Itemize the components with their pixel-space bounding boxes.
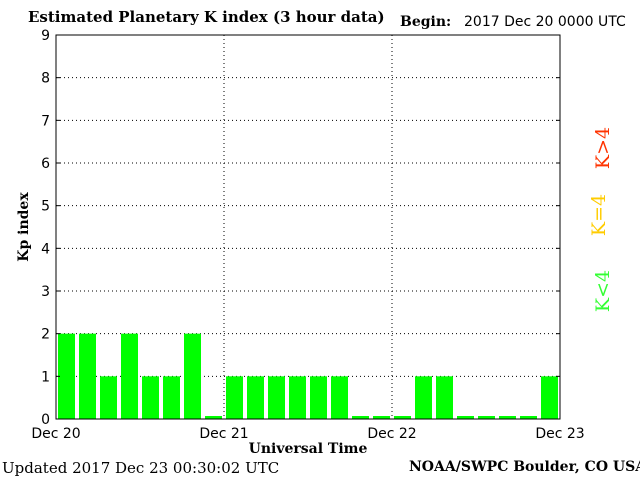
y-tick-label: 1 bbox=[41, 369, 50, 385]
kp-bar bbox=[58, 333, 75, 419]
kp-bar bbox=[289, 376, 306, 419]
kp-bar bbox=[163, 376, 180, 419]
kp-bar bbox=[121, 333, 138, 419]
y-tick-label: 7 bbox=[41, 113, 50, 129]
kp-bar bbox=[331, 376, 348, 419]
kp-bar bbox=[226, 376, 243, 419]
kp-bar bbox=[205, 416, 222, 419]
kp-bar bbox=[79, 333, 96, 419]
x-tick-label: Dec 23 bbox=[535, 426, 584, 442]
kp-bar bbox=[100, 376, 117, 419]
kp-bar bbox=[436, 376, 453, 419]
kp-bar bbox=[352, 416, 369, 419]
kp-bar bbox=[457, 416, 474, 419]
kp-bar bbox=[415, 376, 432, 419]
y-tick-label: 2 bbox=[41, 327, 50, 343]
y-tick-label: 6 bbox=[41, 156, 50, 172]
kp-bar bbox=[142, 376, 159, 419]
x-ticks: Dec 20 Dec 21 Dec 22 Dec 23 bbox=[31, 426, 584, 442]
y-tick-label: 9 bbox=[41, 28, 50, 44]
plot-frame bbox=[55, 34, 561, 420]
x-tick-label: Dec 22 bbox=[367, 426, 416, 442]
kp-bar bbox=[184, 333, 201, 419]
kp-bar bbox=[247, 376, 264, 419]
y-tick-label: 5 bbox=[41, 199, 50, 215]
begin-label: Begin: bbox=[400, 14, 452, 30]
kp-bar bbox=[520, 416, 537, 419]
legend-k-less-4: K<4 bbox=[592, 269, 615, 313]
y-tick-label: 8 bbox=[41, 71, 50, 87]
kp-bar bbox=[268, 376, 285, 419]
y-axis-label: Kp index bbox=[16, 192, 32, 262]
bars bbox=[58, 333, 558, 419]
chart-title: Estimated Planetary K index (3 hour data… bbox=[28, 8, 385, 26]
kp-bar bbox=[541, 376, 558, 419]
grid bbox=[56, 35, 560, 419]
legend-k-greater-4: K>4 bbox=[592, 126, 615, 170]
x-tick-label: Dec 21 bbox=[199, 426, 248, 442]
kp-bar bbox=[394, 416, 411, 419]
x-tick-label: Dec 20 bbox=[31, 426, 80, 442]
legend-k-equal-4: K=4 bbox=[588, 193, 611, 237]
y-tick-label: 4 bbox=[41, 241, 50, 257]
kp-bar bbox=[310, 376, 327, 419]
kp-bar bbox=[478, 416, 495, 419]
x-axis-label: Universal Time bbox=[249, 441, 368, 457]
kp-bar bbox=[499, 416, 516, 419]
updated-timestamp: Updated 2017 Dec 23 00:30:02 UTC bbox=[2, 459, 280, 477]
y-tick-label: 3 bbox=[41, 284, 50, 300]
y-ticks: 0 1 2 3 4 5 6 7 8 9 bbox=[41, 28, 560, 428]
begin-value: 2017 Dec 20 0000 UTC bbox=[464, 14, 626, 30]
credit-label: NOAA/SWPC Boulder, CO USA bbox=[409, 459, 640, 475]
kp-bar bbox=[373, 416, 390, 419]
y-tick-label: 0 bbox=[41, 412, 50, 428]
